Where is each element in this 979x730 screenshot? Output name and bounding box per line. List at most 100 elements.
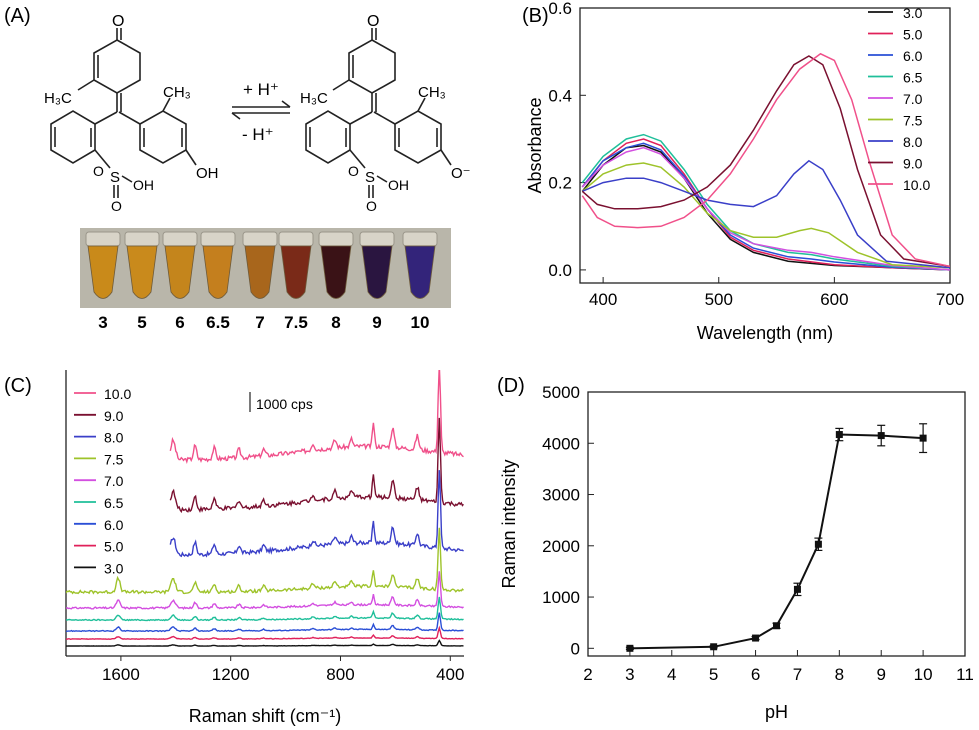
legend-label: 8.0 bbox=[104, 430, 124, 446]
vial-body bbox=[87, 245, 119, 299]
arrow-bottom-label: - H⁺ bbox=[242, 125, 274, 144]
vial-cap bbox=[318, 231, 354, 247]
panel-c-label: (C) bbox=[4, 375, 32, 397]
legend-label: 5.0 bbox=[104, 539, 124, 555]
x-tick-label: 2 bbox=[583, 665, 592, 684]
y-axis-label: Absorbance bbox=[525, 97, 545, 193]
x-tick-label: 8 bbox=[835, 665, 844, 684]
y-tick-label: 4000 bbox=[542, 434, 580, 453]
right-oxo-text: O bbox=[367, 13, 379, 30]
x-tick-label: 400 bbox=[589, 290, 617, 309]
series-group bbox=[66, 370, 464, 647]
legend-label: 5.0 bbox=[903, 27, 923, 43]
plot-frame bbox=[579, 7, 951, 284]
legend-label: 7.5 bbox=[104, 451, 124, 467]
spectrum-5-0 bbox=[66, 625, 464, 641]
vial-label: 9 bbox=[372, 313, 381, 332]
right-sulfonate-oh-text: OH bbox=[388, 177, 409, 193]
scale-bar-label: 1000 cps bbox=[256, 396, 313, 412]
x-tick-label: 4 bbox=[667, 665, 676, 684]
spectrum-9-0 bbox=[169, 417, 464, 514]
vial-body bbox=[202, 245, 234, 299]
panel-d-label: (D) bbox=[497, 375, 525, 397]
y-tick-label: 2000 bbox=[542, 537, 580, 556]
vial-label: 8 bbox=[331, 313, 340, 332]
data-point bbox=[835, 431, 843, 439]
vial-label: 10 bbox=[411, 313, 430, 332]
x-axis-label: Raman shift (cm⁻¹) bbox=[189, 706, 342, 726]
legend-label: 10.0 bbox=[104, 386, 131, 402]
data-point bbox=[773, 622, 780, 630]
legend-label: 7.0 bbox=[903, 91, 923, 107]
data-point bbox=[710, 643, 718, 651]
spectrum-6-0 bbox=[66, 612, 464, 633]
legend-label: 9.0 bbox=[104, 408, 124, 424]
y-tick-label: 0 bbox=[571, 639, 580, 658]
data-point bbox=[919, 434, 927, 442]
vial-label: 7 bbox=[255, 313, 264, 332]
y-tick-label: 0.0 bbox=[548, 261, 572, 280]
left-sulfonate-oh-text: OH bbox=[133, 177, 154, 193]
vial-body bbox=[126, 245, 158, 299]
vial-body bbox=[164, 245, 196, 299]
vial-cap bbox=[278, 231, 314, 247]
x-tick-label: 800 bbox=[326, 665, 354, 684]
y-tick-label: 0.4 bbox=[548, 86, 572, 105]
legend-label: 3.0 bbox=[903, 5, 923, 21]
vial-cap bbox=[200, 231, 236, 247]
series-group bbox=[581, 52, 950, 271]
y-tick-label: 0.6 bbox=[548, 0, 572, 18]
series-line-10-0 bbox=[581, 52, 950, 268]
series-line-8-0 bbox=[582, 159, 950, 269]
spectrum-10-0 bbox=[169, 370, 464, 464]
legend-label: 7.0 bbox=[104, 473, 124, 489]
vial-cap bbox=[124, 231, 160, 247]
vial-cap bbox=[162, 231, 198, 247]
arrow-top-label: + H⁺ bbox=[243, 80, 279, 99]
left-methyl-2-text: CH₃ bbox=[163, 84, 191, 101]
series-line-7-5 bbox=[581, 162, 950, 269]
x-tick-label: 9 bbox=[876, 665, 885, 684]
data-point bbox=[752, 634, 760, 642]
vial-label: 6 bbox=[175, 313, 184, 332]
y-axis-label: Raman intensity bbox=[499, 459, 519, 588]
right-sulfonate-o1-text: O bbox=[348, 163, 359, 179]
spectrum-7-0 bbox=[66, 571, 464, 610]
spectrum-8-0 bbox=[169, 470, 464, 558]
spectrum-7-5 bbox=[66, 527, 464, 595]
left-sulfonate-o1-text: O bbox=[93, 163, 104, 179]
x-tick-label: 7 bbox=[793, 665, 802, 684]
left-molecule-structure bbox=[50, 28, 197, 198]
vial-label: 7.5 bbox=[284, 313, 308, 332]
legend-label: 10.0 bbox=[903, 177, 930, 193]
x-tick-label: 400 bbox=[436, 665, 464, 684]
left-sulfonate-s-text: S bbox=[110, 169, 120, 186]
left-phenol-text: OH bbox=[196, 165, 219, 182]
data-point bbox=[877, 432, 885, 440]
vial-cap bbox=[85, 231, 121, 247]
legend-label: 6.5 bbox=[903, 70, 923, 86]
x-tick-label: 600 bbox=[820, 290, 848, 309]
vial-cap bbox=[359, 231, 395, 247]
spectrum-3-0 bbox=[66, 639, 464, 647]
right-phenolate-text: O⁻ bbox=[451, 165, 471, 182]
vial-row: 3 5 6 6.5 7 7.5 8 9 10 bbox=[85, 231, 438, 332]
legend-label: 3.0 bbox=[104, 560, 124, 576]
x-tick-label: 1600 bbox=[102, 665, 140, 684]
right-sulfonate-s-text: S bbox=[365, 169, 375, 186]
vial-body bbox=[280, 245, 312, 299]
x-axis-label: pH bbox=[765, 702, 788, 722]
vial-cap bbox=[242, 231, 278, 247]
y-tick-label: 0.2 bbox=[548, 174, 572, 193]
x-tick-label: 10 bbox=[914, 665, 933, 684]
series-line-7-0 bbox=[581, 146, 950, 271]
legend-label: 6.5 bbox=[104, 495, 124, 511]
right-sulfonate-o2-text: O bbox=[366, 198, 377, 214]
vial-body bbox=[320, 245, 352, 299]
vial-label: 6.5 bbox=[206, 313, 230, 332]
data-point bbox=[793, 585, 801, 593]
legend-label: 6.0 bbox=[104, 517, 124, 533]
raman-spectra-chart: 1600 1200 800 400 Raman shift (cm⁻¹) 1000 cps… bbox=[65, 370, 464, 726]
legend-label: 9.0 bbox=[903, 156, 923, 172]
y-tick-label: 3000 bbox=[542, 486, 580, 505]
